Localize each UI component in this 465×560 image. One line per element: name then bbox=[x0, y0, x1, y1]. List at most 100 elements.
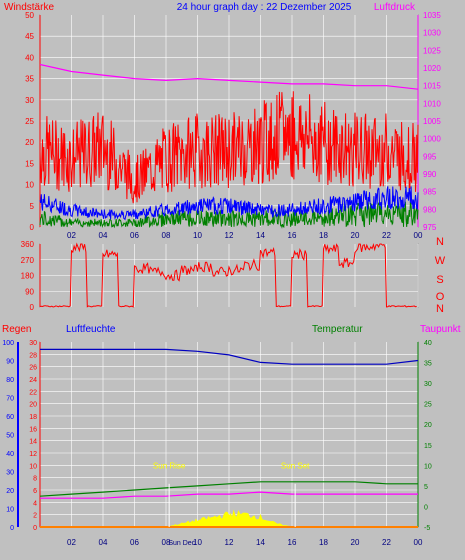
x-tick: 10 bbox=[193, 538, 202, 547]
x-tick: 20 bbox=[351, 231, 360, 240]
y-tick-humidity: 60 bbox=[6, 414, 14, 421]
y-tick-left: 25 bbox=[25, 117, 34, 126]
y-tick-humidity: 70 bbox=[6, 396, 14, 403]
humidity-line bbox=[40, 348, 419, 365]
y-tick-direction: 0 bbox=[30, 303, 35, 312]
y-tick-temperature: 25 bbox=[424, 402, 432, 409]
y-tick-right: 1025 bbox=[423, 46, 441, 55]
y-tick-left: 0 bbox=[30, 223, 35, 232]
y-tick-humidity: 10 bbox=[6, 507, 14, 514]
y-tick-right: 1000 bbox=[423, 135, 441, 144]
x-tick: 20 bbox=[351, 538, 360, 547]
y-tick-rain: 10 bbox=[29, 463, 37, 470]
y-tick-rain: 26 bbox=[29, 365, 37, 372]
y-tick-rain: 6 bbox=[33, 488, 37, 495]
y-tick-right: 1030 bbox=[423, 29, 441, 38]
y-tick-left: 40 bbox=[25, 53, 34, 62]
y-tick-direction: 90 bbox=[25, 287, 34, 296]
y-tick-right: 1005 bbox=[423, 117, 441, 126]
y-tick-rain: 0 bbox=[33, 525, 37, 532]
rain-label: Regen bbox=[2, 324, 31, 335]
x-tick: 02 bbox=[67, 231, 76, 240]
dewpoint-line bbox=[40, 491, 418, 499]
wind-gust-line bbox=[39, 91, 419, 204]
y-tick-direction: 180 bbox=[21, 272, 35, 281]
y-tick-rain: 24 bbox=[29, 377, 37, 384]
y-tick-humidity: 90 bbox=[6, 359, 14, 366]
y-tick-left: 20 bbox=[25, 138, 34, 147]
y-tick-temperature: 35 bbox=[424, 361, 432, 368]
compass-label: W bbox=[435, 255, 446, 267]
x-tick: 14 bbox=[256, 538, 265, 547]
temperature-line bbox=[39, 481, 418, 497]
x-tick: 14 bbox=[256, 231, 265, 240]
x-tick: 08 bbox=[162, 538, 171, 547]
x-tick: 22 bbox=[382, 538, 391, 547]
compass-label: S bbox=[436, 274, 443, 286]
y-tick-temperature: 0 bbox=[424, 504, 428, 511]
x-tick: 12 bbox=[225, 231, 234, 240]
right-axis-title: Luftdruck bbox=[374, 2, 416, 13]
y-tick-temperature: 10 bbox=[424, 463, 432, 470]
y-tick-left: 50 bbox=[25, 11, 34, 20]
y-tick-humidity: 50 bbox=[6, 433, 14, 440]
dewpoint-label: Taupunkt bbox=[420, 324, 461, 335]
y-tick-humidity: 100 bbox=[2, 340, 14, 347]
x-tick: 18 bbox=[319, 231, 328, 240]
y-tick-temperature: 30 bbox=[424, 381, 432, 388]
y-tick-humidity: 30 bbox=[6, 470, 14, 477]
y-tick-left: 35 bbox=[25, 75, 34, 84]
y-tick-direction: 270 bbox=[21, 256, 35, 265]
x-tick: 06 bbox=[130, 538, 139, 547]
y-tick-right: 1020 bbox=[423, 64, 441, 73]
y-tick-left: 45 bbox=[25, 32, 34, 41]
y-tick-temperature: 40 bbox=[424, 340, 432, 347]
sunset-label: Sun Set bbox=[281, 461, 310, 470]
x-tick: 04 bbox=[99, 538, 108, 547]
pressure-line bbox=[39, 63, 419, 90]
x-tick: 18 bbox=[319, 538, 328, 547]
y-tick-right: 1035 bbox=[423, 11, 441, 20]
compass-label: N bbox=[436, 303, 444, 315]
y-tick-rain: 30 bbox=[29, 340, 37, 347]
y-tick-right: 975 bbox=[423, 223, 437, 232]
y-tick-rain: 20 bbox=[29, 402, 37, 409]
left-axis-title: Windstärke bbox=[4, 2, 54, 13]
y-tick-humidity: 80 bbox=[6, 377, 14, 384]
y-tick-temperature: 15 bbox=[424, 443, 432, 450]
y-tick-rain: 12 bbox=[29, 451, 37, 458]
y-tick-left: 30 bbox=[25, 96, 34, 105]
y-tick-rain: 14 bbox=[29, 439, 37, 446]
y-tick-humidity: 20 bbox=[6, 488, 14, 495]
x-tick: 22 bbox=[382, 231, 391, 240]
x-tick: 10 bbox=[193, 231, 202, 240]
y-tick-right: 985 bbox=[423, 188, 437, 197]
x-tick: 12 bbox=[225, 538, 234, 547]
y-tick-direction: 360 bbox=[21, 240, 35, 249]
y-tick-rain: 18 bbox=[29, 414, 37, 421]
x-tick: 00 bbox=[414, 231, 423, 240]
direction-line bbox=[39, 242, 417, 308]
y-tick-right: 980 bbox=[423, 205, 437, 214]
sunrise-label: Sun Rise bbox=[153, 461, 186, 470]
y-tick-rain: 22 bbox=[29, 389, 37, 396]
x-tick: 08 bbox=[162, 231, 171, 240]
y-tick-rain: 16 bbox=[29, 426, 37, 433]
y-tick-temperature: 20 bbox=[424, 422, 432, 429]
y-tick-left: 5 bbox=[30, 202, 35, 211]
y-tick-right: 1015 bbox=[423, 82, 441, 91]
x-tick: 04 bbox=[99, 231, 108, 240]
y-tick-rain: 8 bbox=[33, 476, 37, 483]
y-tick-humidity: 0 bbox=[10, 525, 14, 532]
humidity-label: Luftfeuchte bbox=[66, 324, 116, 335]
sun-area bbox=[165, 509, 293, 528]
y-tick-rain: 28 bbox=[29, 352, 37, 359]
y-tick-left: 15 bbox=[25, 159, 34, 168]
y-tick-temperature: 5 bbox=[424, 484, 428, 491]
y-tick-rain: 4 bbox=[33, 500, 37, 507]
y-tick-temperature: -5 bbox=[424, 525, 430, 532]
temperature-label: Temperatur bbox=[312, 324, 363, 335]
y-tick-right: 1010 bbox=[423, 99, 441, 108]
